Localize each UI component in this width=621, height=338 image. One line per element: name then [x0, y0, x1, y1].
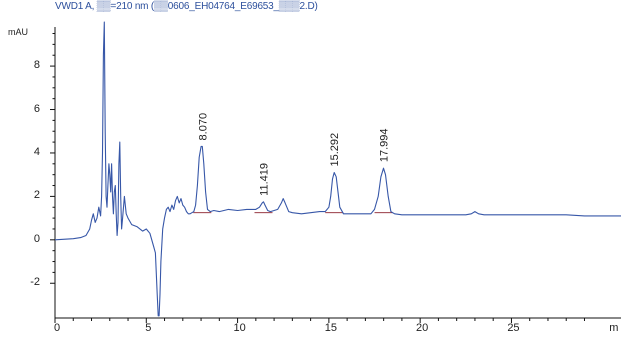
x-tick-label: 5: [145, 322, 152, 334]
x-tick-label: 25: [507, 322, 520, 334]
axes: [50, 27, 621, 323]
chart-title: VWD1 A, ▒▒=210 nm (▒▒0606_EH04764_E69653…: [55, 1, 318, 12]
y-tick-label: -2: [30, 276, 40, 289]
x-tick-label: m: [609, 322, 619, 334]
y-tick-label: 4: [33, 145, 40, 158]
x-tick-label: 0: [53, 322, 61, 334]
y-tick-label: 8: [33, 59, 40, 72]
x-tick-label: 15: [324, 322, 337, 334]
y-tick-label: 6: [33, 102, 40, 115]
x-tick-label: 10: [233, 322, 246, 334]
peak-labels: 8.070 11.419 15.292 17.994: [197, 113, 390, 196]
x-tick-label: 20: [416, 322, 429, 334]
peak-label: 15.292: [329, 133, 341, 167]
peak-label: 8.070: [197, 113, 209, 141]
peak-label: 17.994: [379, 129, 391, 163]
chromatogram-trace: [54, 21, 621, 317]
peak-label: 11.419: [258, 163, 270, 196]
y-axis-label: mAU: [8, 27, 28, 37]
y-tick-label: 2: [33, 189, 40, 202]
y-tick-label: 0: [33, 232, 40, 245]
